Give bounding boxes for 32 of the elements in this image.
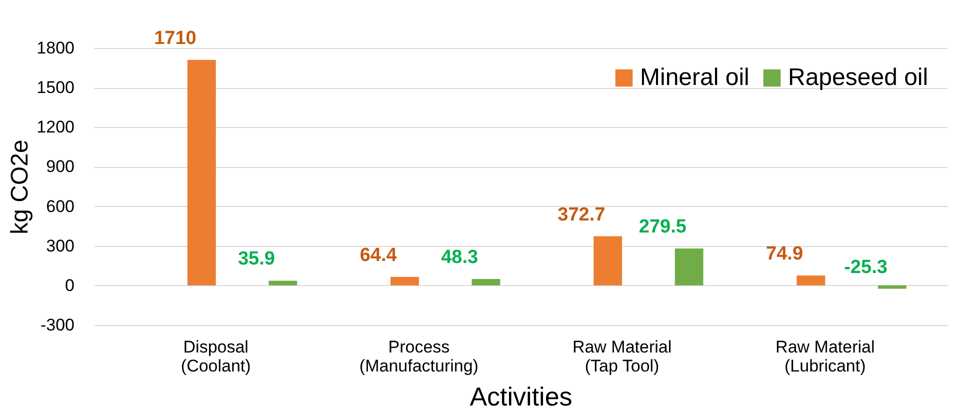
data-label: 35.9 (238, 248, 275, 270)
y-tick-label: 300 (46, 236, 74, 256)
bar (268, 280, 298, 286)
y-tick-label: 1500 (36, 78, 74, 98)
x-tick-label: Disposal (Coolant) (180, 338, 251, 376)
y-axis-title: kg CO2e (6, 140, 34, 234)
y-tick-label: 1200 (36, 118, 74, 137)
bar (390, 276, 419, 286)
data-label: 372.7 (558, 204, 606, 226)
bar (674, 248, 704, 286)
data-label: 279.5 (638, 216, 687, 238)
data-label: 48.3 (441, 247, 478, 268)
legend-label: Rapeseed oil (788, 64, 928, 91)
x-tick-label: Raw Material (Tap Tool) (572, 338, 672, 376)
bar (472, 279, 500, 286)
data-label: 74.9 (766, 244, 804, 265)
legend-label: Mineral oil (640, 64, 750, 91)
y-tick-label: 900 (46, 157, 74, 176)
x-tick-label: Process (Manufacturing) (359, 338, 478, 376)
y-tick-label: -300 (40, 316, 74, 334)
bar (187, 60, 216, 286)
y-tick-label: 600 (46, 196, 74, 216)
x-tick-label: Raw Material (Lubricant) (776, 338, 875, 376)
y-tick-label: 1800 (36, 38, 74, 58)
y-tick-label: 0 (65, 276, 74, 295)
data-label: 64.4 (360, 244, 398, 266)
bar (796, 276, 826, 286)
bar (594, 236, 622, 286)
bar (878, 285, 906, 289)
data-label: -25.3 (844, 256, 888, 278)
x-axis-title: Activities (470, 382, 572, 412)
data-label: 1710 (154, 28, 196, 49)
